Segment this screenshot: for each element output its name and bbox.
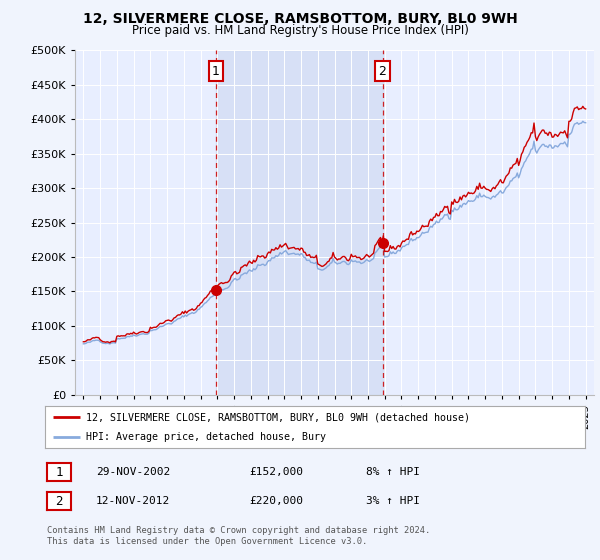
Text: HPI: Average price, detached house, Bury: HPI: Average price, detached house, Bury (86, 432, 325, 442)
Text: 12, SILVERMERE CLOSE, RAMSBOTTOM, BURY, BL0 9WH (detached house): 12, SILVERMERE CLOSE, RAMSBOTTOM, BURY, … (86, 412, 470, 422)
Text: 12, SILVERMERE CLOSE, RAMSBOTTOM, BURY, BL0 9WH: 12, SILVERMERE CLOSE, RAMSBOTTOM, BURY, … (83, 12, 517, 26)
Text: 2: 2 (55, 494, 62, 508)
Text: 1: 1 (212, 64, 220, 78)
Text: 2: 2 (379, 64, 386, 78)
Text: 3% ↑ HPI: 3% ↑ HPI (366, 496, 420, 506)
Text: 1: 1 (55, 465, 62, 479)
Text: £152,000: £152,000 (249, 467, 303, 477)
Text: Price paid vs. HM Land Registry's House Price Index (HPI): Price paid vs. HM Land Registry's House … (131, 24, 469, 37)
Text: 8% ↑ HPI: 8% ↑ HPI (366, 467, 420, 477)
Text: Contains HM Land Registry data © Crown copyright and database right 2024.
This d: Contains HM Land Registry data © Crown c… (47, 526, 430, 546)
Text: £220,000: £220,000 (249, 496, 303, 506)
Bar (216, 50, 383, 395)
Text: 12-NOV-2012: 12-NOV-2012 (96, 496, 170, 506)
Text: 29-NOV-2002: 29-NOV-2002 (96, 467, 170, 477)
